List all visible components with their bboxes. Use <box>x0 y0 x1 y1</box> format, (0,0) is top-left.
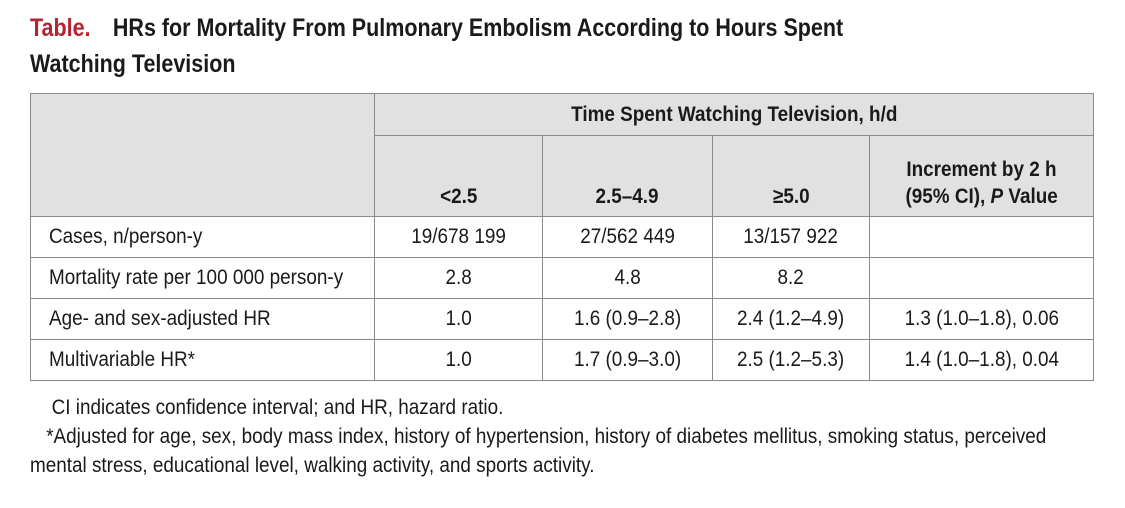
table-cell: 4.8 <box>542 257 713 299</box>
increment-header-line-2: (95% CI), P Value <box>905 185 1058 208</box>
table-cell <box>869 257 1094 299</box>
table-cell: 1.7 (0.9–3.0) <box>542 339 713 381</box>
table-row: Mortality rate per 100 000 person-y 2.8 … <box>30 257 1094 299</box>
table-notes: CI indicates confidence interval; and HR… <box>30 393 1074 480</box>
title-text-line-2: Watching Television <box>30 50 236 78</box>
results-table: Time Spent Watching Television, h/d <2.5… <box>30 93 1094 381</box>
table-cell: 19/678 199 <box>374 216 543 258</box>
column-header: 2.5–4.9 <box>542 135 713 217</box>
table-row: Multivariable HR* 1.0 1.7 (0.9–3.0) 2.5 … <box>30 339 1094 381</box>
column-header: ≥5.0 <box>712 135 870 217</box>
table-cell: 13/157 922 <box>712 216 870 258</box>
title-line-1: Table. HRs for Mortality From Pulmonary E… <box>30 10 1062 46</box>
increment-column-header: Increment by 2 h (95% CI), P Value <box>869 135 1094 217</box>
table-row: Age- and sex-adjusted HR 1.0 1.6 (0.9–2.… <box>30 298 1094 340</box>
title-text-line-1: HRs for Mortality From Pulmonary Embolis… <box>112 14 844 42</box>
group-header-text: Time Spent Watching Television, h/d <box>570 102 898 126</box>
table-cell: 1.0 <box>374 339 543 381</box>
table-cell: 1.6 (0.9–2.8) <box>542 298 713 340</box>
table-cell: 1.4 (1.0–1.8), 0.04 <box>869 339 1094 381</box>
increment-header-line-1: Increment by 2 h <box>906 158 1057 181</box>
table-cell: 2.8 <box>374 257 543 299</box>
table-label: Table. <box>30 14 91 42</box>
adjustment-footnote: *Adjusted for age, sex, body mass index,… <box>30 425 1047 477</box>
row-label: Mortality rate per 100 000 person-y <box>30 257 375 299</box>
group-header: Time Spent Watching Television, h/d <box>374 93 1094 136</box>
table-cell: 1.3 (1.0–1.8), 0.06 <box>869 298 1094 340</box>
table-title: Table. HRs for Mortality From Pulmonary E… <box>30 10 1062 82</box>
table-cell <box>869 216 1094 258</box>
row-label: Multivariable HR* <box>30 339 375 381</box>
table-row: Cases, n/person-y 19/678 199 27/562 449 … <box>30 216 1094 258</box>
header-blank-cell <box>30 93 375 217</box>
table-cell: 27/562 449 <box>542 216 713 258</box>
table-cell: 1.0 <box>374 298 543 340</box>
table-cell: 2.4 (1.2–4.9) <box>712 298 870 340</box>
abbreviations-note: CI indicates confidence interval; and HR… <box>51 396 504 419</box>
row-label: Cases, n/person-y <box>30 216 375 258</box>
table-cell: 2.5 (1.2–5.3) <box>712 339 870 381</box>
row-label: Age- and sex-adjusted HR <box>30 298 375 340</box>
table-cell: 8.2 <box>712 257 870 299</box>
column-header: <2.5 <box>374 135 543 217</box>
